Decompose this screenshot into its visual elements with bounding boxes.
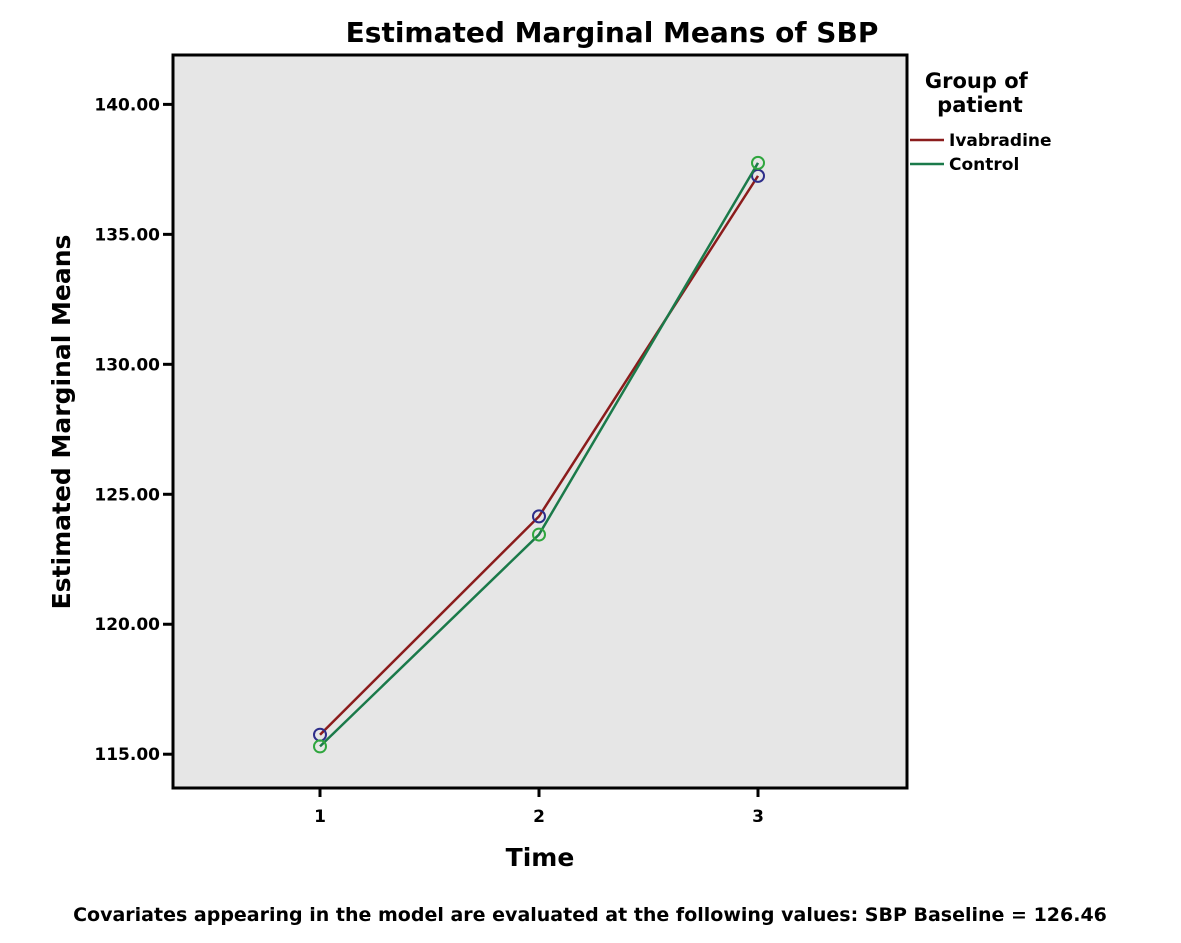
legend-label: Ivabradine (949, 131, 1052, 151)
x-tick-label: 3 (752, 807, 764, 827)
series-line-control (319, 162, 760, 748)
x-tick-label: 2 (533, 807, 545, 827)
y-tick-label: 125.00 (94, 485, 160, 505)
y-axis: 115.00 120.00 125.00 130.00 135.00 140.00 (94, 95, 173, 765)
y-tick-label: 135.00 (94, 225, 160, 245)
legend-title: Group of patient (925, 69, 1035, 117)
data-point-ivabradine (532, 509, 546, 524)
y-tick-label: 120.00 (94, 615, 160, 635)
chart-title: Estimated Marginal Means of SBP (346, 16, 879, 49)
x-axis: 1 2 3 (314, 788, 764, 827)
legend: Group of patient Ivabradine Control (910, 69, 1052, 175)
plot-area (171, 53, 909, 790)
series-line-ivabradine (319, 175, 760, 736)
x-axis-title: Time (506, 843, 575, 872)
data-point-control (751, 155, 765, 170)
series-layer (313, 155, 765, 754)
y-tick-label: 115.00 (94, 745, 160, 765)
y-tick-label: 130.00 (94, 355, 160, 375)
legend-label: Control (949, 155, 1019, 175)
y-axis-title: Estimated Marginal Means (47, 235, 76, 610)
data-point-control (313, 739, 327, 754)
data-point-control (532, 527, 546, 542)
x-tick-label: 1 (314, 807, 326, 827)
y-tick-label: 140.00 (94, 95, 160, 115)
footnote: Covariates appearing in the model are ev… (73, 904, 1107, 926)
